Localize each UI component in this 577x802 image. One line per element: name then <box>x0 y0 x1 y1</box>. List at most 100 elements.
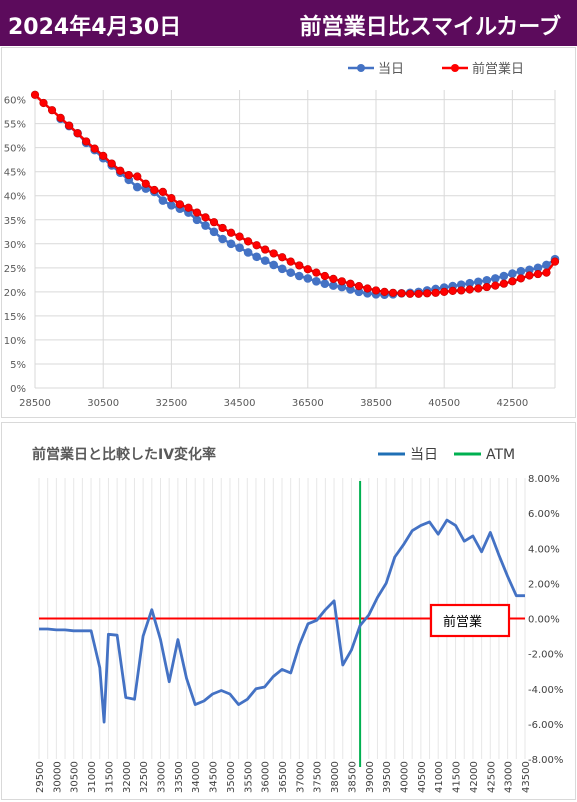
y-tick-label: 25% <box>4 264 26 275</box>
x-tick-label: 30000 <box>52 761 63 793</box>
data-point <box>184 203 193 212</box>
x-tick-label: 36000 <box>261 761 272 793</box>
series-1 <box>30 90 560 298</box>
x-tick-label: 36500 <box>278 761 289 793</box>
data-point <box>508 277 517 286</box>
data-point <box>167 201 176 210</box>
data-point <box>218 234 227 244</box>
x-tick-label: 30500 <box>87 398 119 409</box>
data-point <box>423 289 432 298</box>
data-point <box>47 106 57 115</box>
data-point <box>346 285 355 294</box>
data-point <box>201 213 210 222</box>
x-tick-label: 34500 <box>224 398 256 409</box>
x-tick-label: 35000 <box>226 761 237 793</box>
data-point <box>465 285 474 294</box>
data-point <box>431 288 440 297</box>
data-point <box>278 253 287 262</box>
data-point <box>201 221 210 230</box>
smile-curve-panel: 0% 5% 10% 15% 20% 25% 30% 35% 40% 45% 50% 55% 60% 285… <box>1 47 576 418</box>
y-tick-label: 0% <box>10 384 26 395</box>
y-tick-label: 40% <box>4 192 26 203</box>
chart-title: 前営業日と比較したIV変化率 <box>32 446 216 463</box>
y-tick-label: -2.00% <box>528 650 563 661</box>
y-tick-label: 0.00% <box>528 615 560 626</box>
y-tick-label: 4.00% <box>528 544 560 555</box>
data-point <box>542 268 551 277</box>
series-line-current <box>39 518 525 724</box>
data-point <box>39 98 48 108</box>
data-point <box>312 276 321 286</box>
data-point <box>124 170 133 180</box>
y-tick-label: -4.00% <box>528 685 563 696</box>
x-tick-label: 30500 <box>70 761 81 793</box>
data-point <box>499 279 508 288</box>
data-point <box>354 287 364 297</box>
data-point <box>491 281 500 290</box>
data-point <box>90 144 99 153</box>
y-tick-label: 30% <box>4 240 26 251</box>
data-point <box>73 129 82 138</box>
data-point <box>508 269 517 278</box>
data-point <box>261 245 270 254</box>
y-tick-label: 55% <box>4 120 26 131</box>
series-line <box>34 93 556 296</box>
data-point <box>516 274 526 283</box>
data-point <box>516 266 526 276</box>
x-tick-label: 32500 <box>139 761 150 793</box>
legend: 当日 前営業日 <box>348 61 524 77</box>
x-tick-label: 40500 <box>417 761 428 793</box>
data-point <box>388 288 398 297</box>
x-tick-label: 42500 <box>486 761 497 793</box>
data-point <box>474 284 483 293</box>
x-tick-label: 38500 <box>360 398 392 409</box>
x-tick-label: 36500 <box>292 398 324 409</box>
data-point <box>64 121 74 130</box>
x-tick-label: 32500 <box>155 398 187 409</box>
data-point <box>329 274 338 283</box>
data-point <box>56 113 65 122</box>
data-point <box>320 279 330 288</box>
data-point <box>244 237 253 246</box>
data-point <box>132 182 142 192</box>
data-point <box>465 278 475 288</box>
data-point <box>209 218 219 227</box>
y-tick-label: 8.00% <box>528 474 560 485</box>
header-date: 2024年4月30日 <box>8 15 182 40</box>
legend-marker <box>451 64 459 72</box>
x-tick-label: 34000 <box>191 761 202 793</box>
data-point <box>260 256 270 265</box>
data-point <box>141 179 150 188</box>
data-point <box>252 252 261 262</box>
data-point <box>457 286 466 295</box>
x-tick-label: 42500 <box>496 398 528 409</box>
x-tick-label: 42000 <box>469 761 480 793</box>
x-tick-label: 33000 <box>157 761 168 793</box>
data-point <box>286 268 296 277</box>
data-point <box>294 271 304 281</box>
data-point <box>354 282 364 291</box>
x-tick-label: 41500 <box>452 761 463 793</box>
x-tick-label: 34500 <box>209 761 220 793</box>
data-point <box>456 280 466 289</box>
legend-marker <box>357 64 365 72</box>
data-point <box>226 228 236 237</box>
x-tick-label: 35500 <box>243 761 254 793</box>
header-title: 前営業日比スマイルカーブ <box>299 15 561 40</box>
annotation-box: 前営業 <box>429 603 511 638</box>
legend-label: 当日 <box>410 447 438 463</box>
data-point <box>303 274 313 283</box>
data-point <box>295 261 304 270</box>
data-point <box>482 276 492 285</box>
data-point <box>116 166 125 175</box>
data-point <box>380 287 389 296</box>
x-tick-label: 37500 <box>313 761 324 793</box>
legend-label: ATM <box>486 447 515 463</box>
data-point <box>286 257 295 266</box>
data-point <box>405 289 415 298</box>
x-tick-label: 41000 <box>434 761 445 793</box>
data-point <box>158 196 168 205</box>
data-point <box>448 286 457 296</box>
data-point <box>320 271 329 281</box>
data-point <box>175 200 185 209</box>
